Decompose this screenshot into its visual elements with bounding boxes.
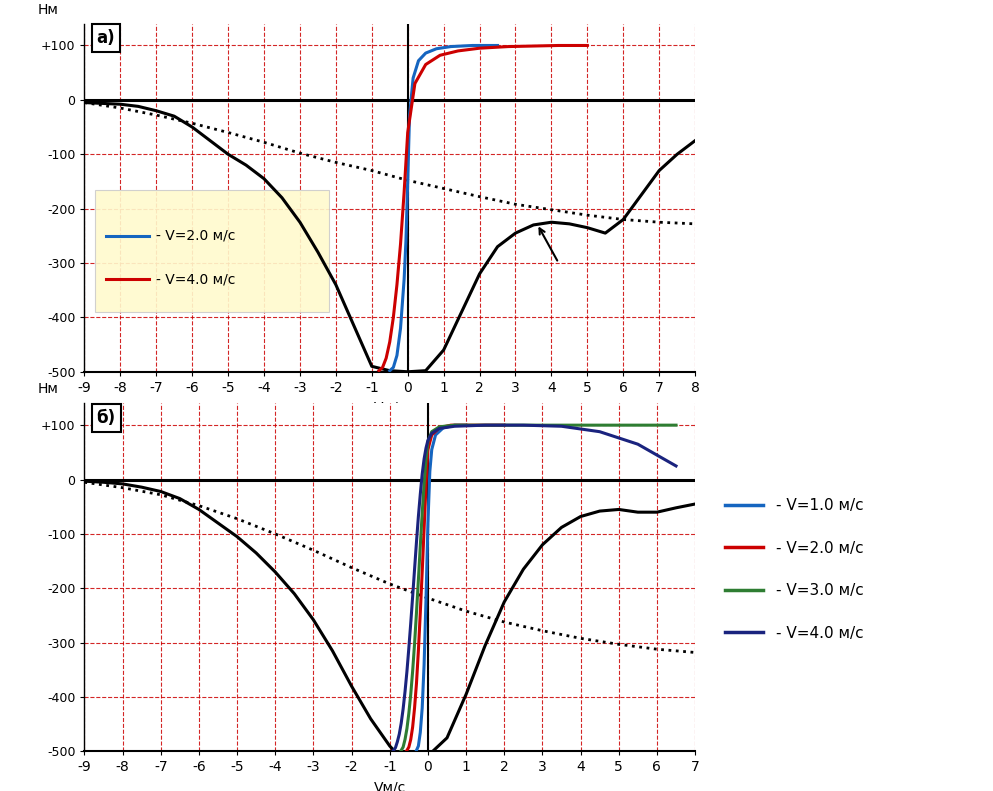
X-axis label: Vм/с: Vм/с	[373, 400, 406, 414]
X-axis label: Vм/с: Vм/с	[373, 780, 406, 791]
Text: - V=4.0 м/с: - V=4.0 м/с	[156, 272, 235, 286]
Text: б): б)	[96, 409, 116, 426]
Y-axis label: Нм: Нм	[38, 383, 59, 396]
Y-axis label: Нм: Нм	[38, 3, 59, 17]
Legend: - V=1.0 м/с, - V=2.0 м/с, - V=3.0 м/с, - V=4.0 м/с: - V=1.0 м/с, - V=2.0 м/с, - V=3.0 м/с, -…	[718, 490, 871, 649]
FancyBboxPatch shape	[95, 190, 329, 312]
Text: а): а)	[96, 29, 115, 47]
Text: - V=2.0 м/с: - V=2.0 м/с	[156, 229, 235, 243]
